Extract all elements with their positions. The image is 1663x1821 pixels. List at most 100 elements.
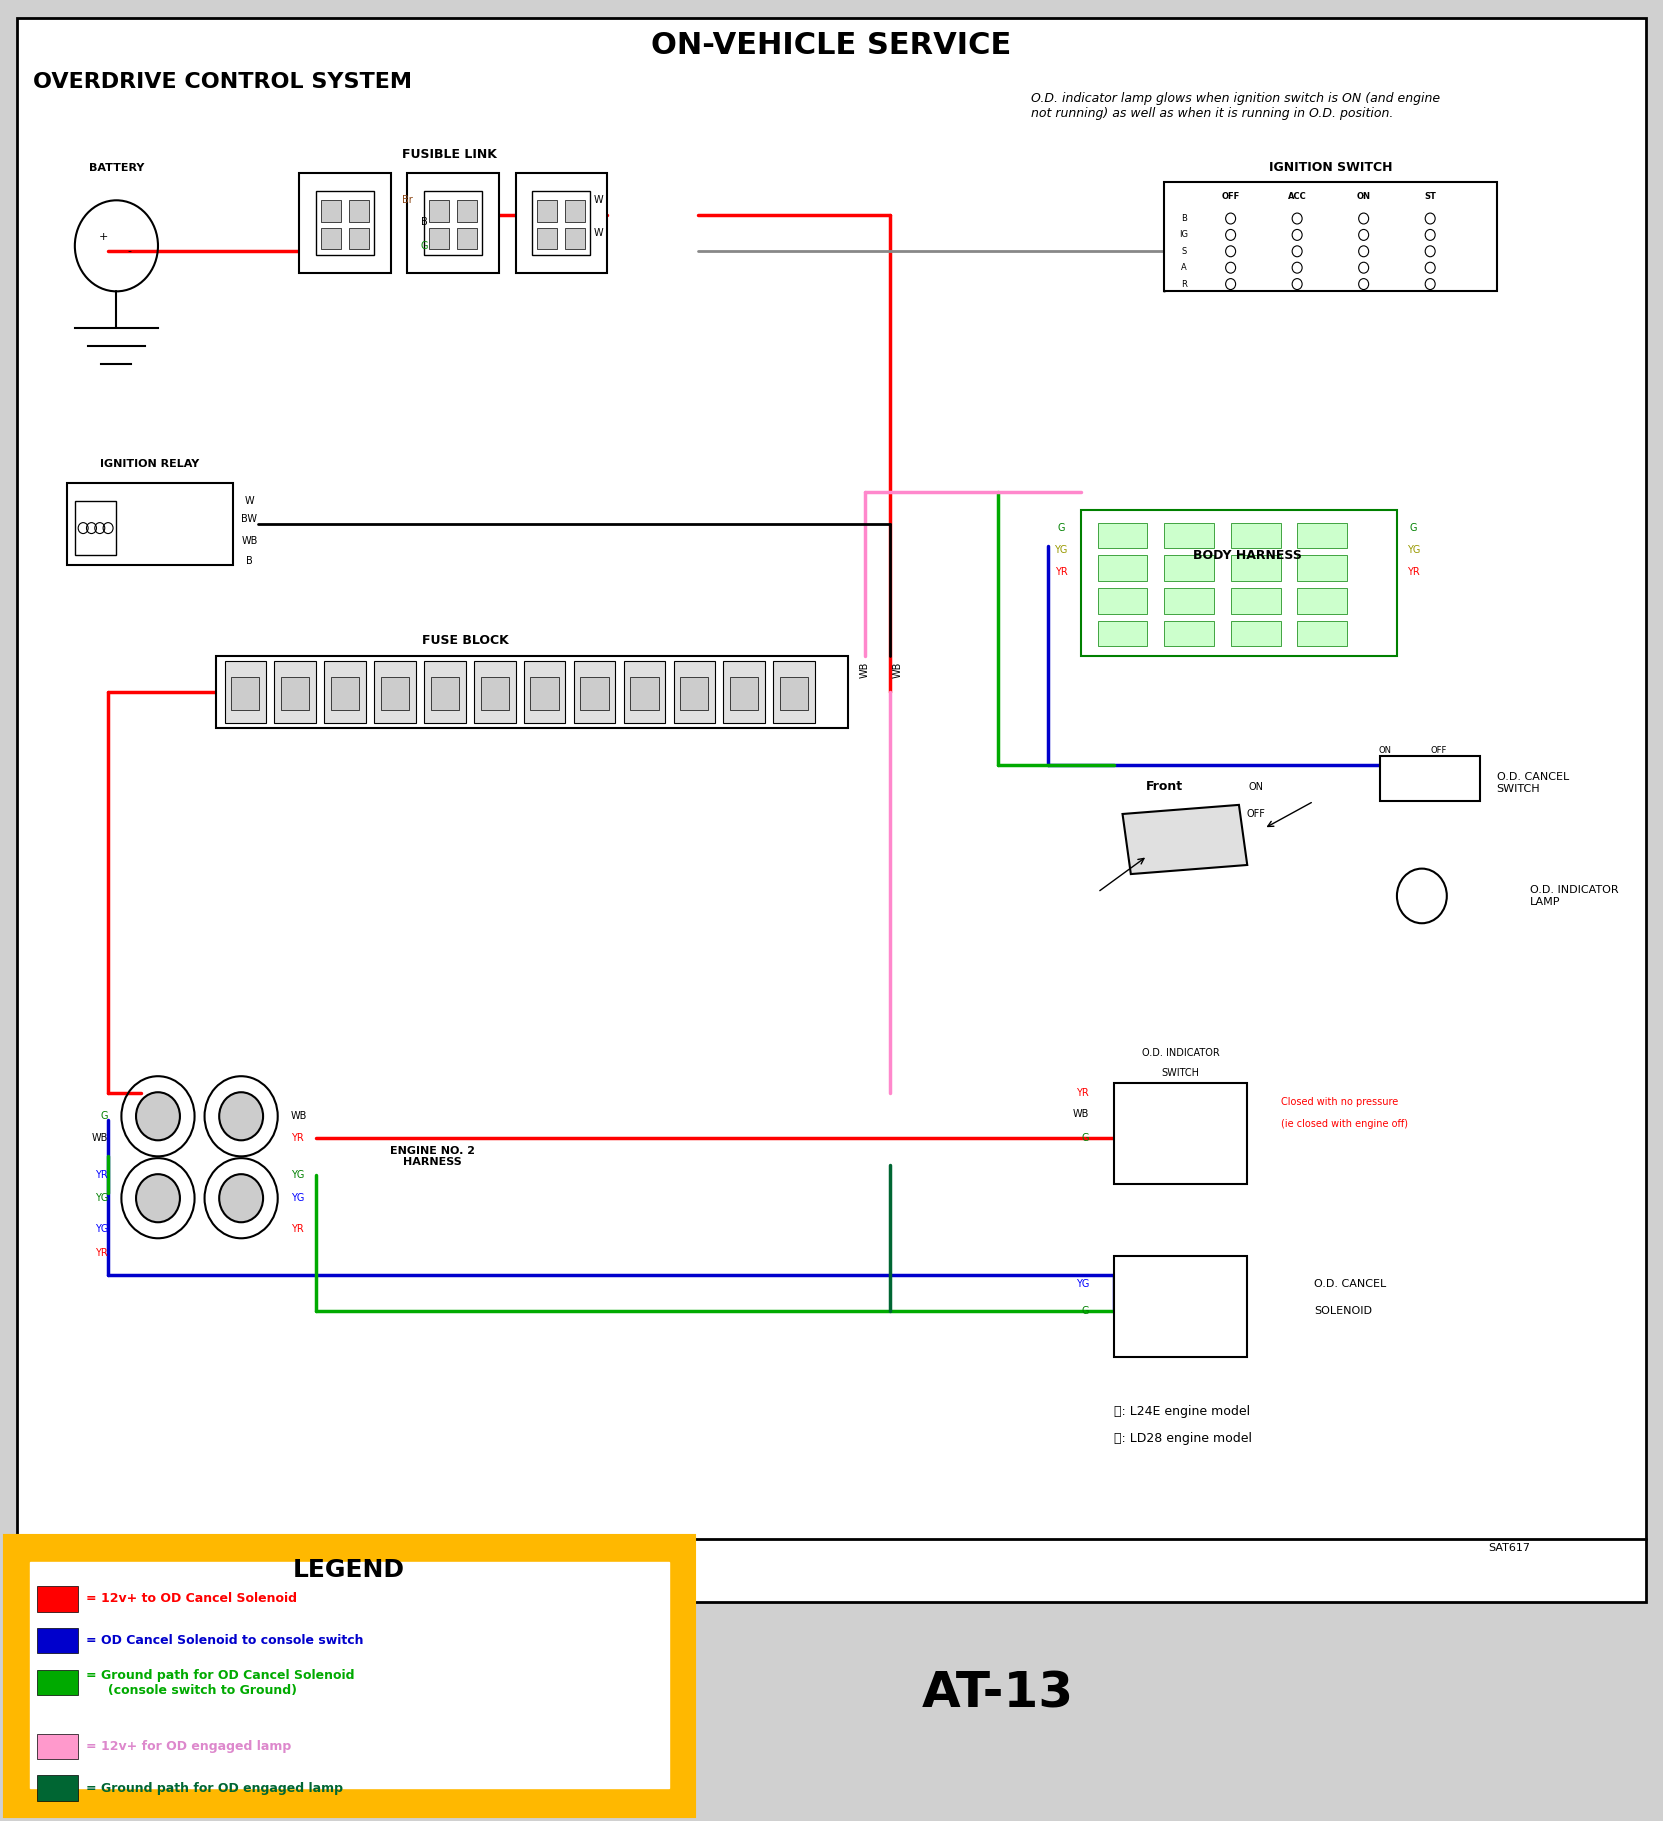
Text: YR: YR [1076,1087,1089,1098]
Text: B: B [1181,215,1187,222]
Bar [565,200,585,222]
Circle shape [220,1093,263,1140]
FancyBboxPatch shape [8,1539,690,1812]
Text: ON: ON [1247,781,1264,792]
Bar [624,661,665,723]
Text: A: A [1181,264,1187,271]
Bar [1231,523,1281,548]
Bar [1231,588,1281,614]
Bar [565,228,585,249]
Text: B: B [246,555,253,566]
Text: YR: YR [291,1224,304,1235]
Text: OFF: OFF [1222,193,1239,200]
Text: ON-VEHICLE SERVICE: ON-VEHICLE SERVICE [652,31,1011,60]
Bar [1297,555,1347,581]
Text: BATTERY: BATTERY [88,162,145,173]
Bar [349,228,369,249]
Text: YR: YR [95,1169,108,1180]
Bar [324,661,366,723]
Text: = OD Cancel Solenoid to console switch: = OD Cancel Solenoid to console switch [86,1633,364,1648]
Bar [457,200,477,222]
Bar [429,228,449,249]
Text: Br: Br [402,195,412,206]
Text: YR: YR [95,1247,108,1258]
FancyBboxPatch shape [17,18,1646,1602]
Text: AT-13: AT-13 [921,1670,1074,1717]
Bar [1164,621,1214,646]
Text: YG: YG [95,1224,108,1235]
Text: OFF: OFF [1246,809,1266,819]
Bar [1098,621,1147,646]
Bar [773,661,815,723]
Bar [723,661,765,723]
Text: SAT617: SAT617 [1488,1542,1530,1553]
Bar [281,677,309,710]
Text: W: W [594,195,604,206]
Polygon shape [1123,805,1247,874]
Bar [374,661,416,723]
Text: G: G [1058,523,1064,534]
Text: SWITCH: SWITCH [1162,1067,1199,1078]
Text: FUSIBLE LINK: FUSIBLE LINK [401,148,497,162]
Text: (ie closed with engine off): (ie closed with engine off) [1281,1118,1407,1129]
Text: BW: BW [241,514,258,524]
Text: Closed with no pressure: Closed with no pressure [1281,1096,1399,1107]
Text: O.D. INDICATOR
LAMP: O.D. INDICATOR LAMP [1530,885,1618,907]
Bar [407,173,499,273]
Text: G: G [1410,523,1417,534]
FancyBboxPatch shape [30,1562,669,1788]
Bar [1231,621,1281,646]
Text: WB: WB [241,535,258,546]
Text: ST: ST [1424,193,1437,200]
Bar [580,677,609,710]
Bar [316,191,374,255]
Text: FUSE BLOCK: FUSE BLOCK [422,634,509,648]
Bar [516,173,607,273]
Bar [1098,555,1147,581]
Bar [37,1670,78,1695]
Bar [1231,555,1281,581]
Bar [299,173,391,273]
Text: WB: WB [291,1111,308,1122]
Text: O.D. CANCEL: O.D. CANCEL [1314,1278,1385,1289]
Text: OFF: OFF [1430,747,1447,754]
Bar [1380,756,1480,801]
Text: = 12v+ for OD engaged lamp: = 12v+ for OD engaged lamp [86,1739,291,1754]
Bar [429,200,449,222]
Text: YG: YG [1054,544,1068,555]
Text: W: W [594,228,604,239]
Text: YG: YG [291,1169,304,1180]
Bar [274,661,316,723]
Bar [381,677,409,710]
Bar [349,200,369,222]
Text: YG: YG [1407,544,1420,555]
Text: Front: Front [1146,779,1182,794]
Text: = Ground path for OD Cancel Solenoid
     (console switch to Ground): = Ground path for OD Cancel Solenoid (co… [86,1668,354,1697]
Bar [321,228,341,249]
Bar [1164,182,1497,291]
Text: BODY HARNESS: BODY HARNESS [1192,548,1302,563]
Bar [216,656,848,728]
Text: O.D. CANCEL
SWITCH: O.D. CANCEL SWITCH [1497,772,1568,794]
Bar [321,200,341,222]
Text: -: - [128,246,131,257]
Bar [680,677,708,710]
Text: = 12v+ to OD Cancel Solenoid: = 12v+ to OD Cancel Solenoid [86,1592,298,1606]
Bar [431,677,459,710]
Text: IGNITION SWITCH: IGNITION SWITCH [1269,160,1392,175]
Text: YG: YG [95,1193,108,1204]
Circle shape [136,1093,180,1140]
Text: WB: WB [1073,1109,1089,1120]
Text: S: S [1181,248,1187,255]
Bar [424,191,482,255]
Text: WB: WB [91,1133,108,1144]
Text: IG: IG [1179,231,1189,239]
Text: +: + [98,231,108,242]
Bar [474,661,516,723]
Text: G: G [421,240,427,251]
Bar [630,677,659,710]
Text: ⓓ: LD28 engine model: ⓓ: LD28 engine model [1114,1431,1252,1446]
Bar [1164,523,1214,548]
Bar [780,677,808,710]
Text: LEGEND: LEGEND [293,1557,406,1582]
